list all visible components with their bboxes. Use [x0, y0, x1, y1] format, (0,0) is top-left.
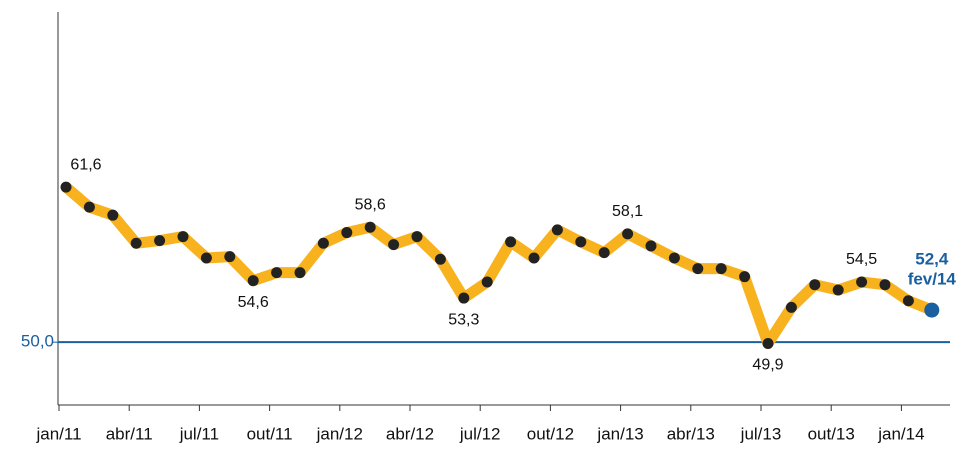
- marker: [83, 201, 95, 213]
- x-tick-label: jan/11: [35, 424, 81, 443]
- x-tick-label: jan/14: [877, 424, 924, 443]
- marker: [785, 301, 797, 313]
- marker: [481, 276, 493, 288]
- value-label: 58,1: [612, 203, 643, 220]
- value-label: 54,6: [238, 294, 269, 311]
- x-tick-label: jul/11: [179, 424, 219, 443]
- marker: [739, 271, 751, 283]
- marker: [434, 253, 446, 265]
- marker: [341, 227, 353, 239]
- x-tick-label: out/11: [247, 424, 293, 443]
- value-label: 52,4: [915, 250, 949, 269]
- marker: [715, 263, 727, 275]
- marker: [528, 252, 540, 264]
- marker: [856, 276, 868, 288]
- value-label: 54,5: [846, 251, 877, 268]
- marker: [551, 224, 563, 236]
- x-tick-label: abr/12: [386, 424, 434, 443]
- marker: [107, 209, 119, 221]
- y-tick-label: 50,0: [21, 332, 54, 351]
- line: [62, 182, 934, 350]
- value-label: 53,3: [448, 311, 479, 328]
- x-tick-label: abr/13: [667, 424, 715, 443]
- marker: [271, 267, 283, 279]
- marker: [224, 251, 236, 263]
- x-tick-label: jul/12: [459, 424, 501, 443]
- marker: [575, 236, 587, 248]
- marker: [130, 237, 142, 249]
- marker: [668, 252, 680, 264]
- marker: [762, 338, 774, 350]
- marker: [692, 263, 704, 275]
- marker: [809, 279, 821, 291]
- x-tick-label: out/13: [808, 424, 855, 443]
- marker: [388, 239, 400, 251]
- marker: [60, 181, 72, 193]
- marker: [645, 240, 657, 252]
- marker: [924, 302, 940, 318]
- last-category-label: fev/14: [908, 270, 957, 289]
- marker: [364, 221, 376, 233]
- marker: [317, 237, 329, 249]
- marker: [879, 279, 891, 291]
- marker: [411, 231, 423, 243]
- x-tick-label: jan/12: [316, 424, 363, 443]
- x-tick-label: jan/13: [596, 424, 643, 443]
- marker: [154, 235, 166, 247]
- marker: [622, 228, 634, 240]
- marker: [294, 267, 306, 279]
- marker: [832, 284, 844, 296]
- marker: [247, 275, 259, 287]
- x-tick-label: abr/11: [106, 424, 153, 443]
- value-label: 49,9: [752, 357, 783, 374]
- marker: [177, 231, 189, 243]
- marker: [505, 236, 517, 248]
- marker: [598, 247, 610, 259]
- x-tick-label: jul/13: [740, 424, 782, 443]
- x-tick-label: out/12: [527, 424, 574, 443]
- marker: [902, 295, 914, 307]
- marker: [200, 252, 212, 264]
- marker: [458, 292, 470, 304]
- value-label: 61,6: [70, 156, 101, 173]
- value-label: 58,6: [355, 196, 386, 213]
